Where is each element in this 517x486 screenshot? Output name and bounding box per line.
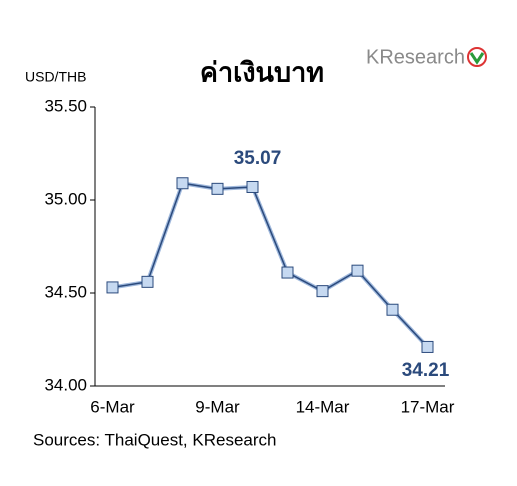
x-tick-label: 9-Mar (195, 397, 240, 416)
marker (421, 340, 434, 353)
line (112, 182, 429, 348)
chart-title: ค่าเงินบาท (200, 58, 324, 89)
marker (246, 180, 259, 193)
logo: KResearch (366, 46, 465, 68)
x-tick-label: 6-Mar (90, 397, 135, 416)
marker (106, 281, 119, 294)
y-tick-label: 35.00 (44, 189, 87, 208)
logo-icon-leaf (469, 52, 485, 65)
y-axis-label: USD/THB (25, 69, 86, 85)
marker (176, 177, 189, 190)
x-tick-label: 17-Mar (401, 397, 455, 416)
marker (351, 264, 364, 277)
source: Sources: ThaiQuest, KResearch (33, 430, 276, 449)
x-tick-label: 14-Mar (296, 397, 350, 416)
marker (211, 182, 224, 195)
marker (281, 266, 294, 279)
value-label: 35.07 (234, 148, 282, 169)
value-label: 34.21 (402, 360, 450, 381)
logo-icon (467, 47, 487, 67)
line-shadow (112, 181, 429, 349)
marker (141, 275, 154, 288)
marker (316, 285, 329, 298)
marker (386, 303, 399, 316)
y-tick-label: 35.50 (44, 96, 87, 115)
y-tick-label: 34.50 (44, 282, 87, 301)
y-tick-label: 34.00 (44, 375, 87, 394)
